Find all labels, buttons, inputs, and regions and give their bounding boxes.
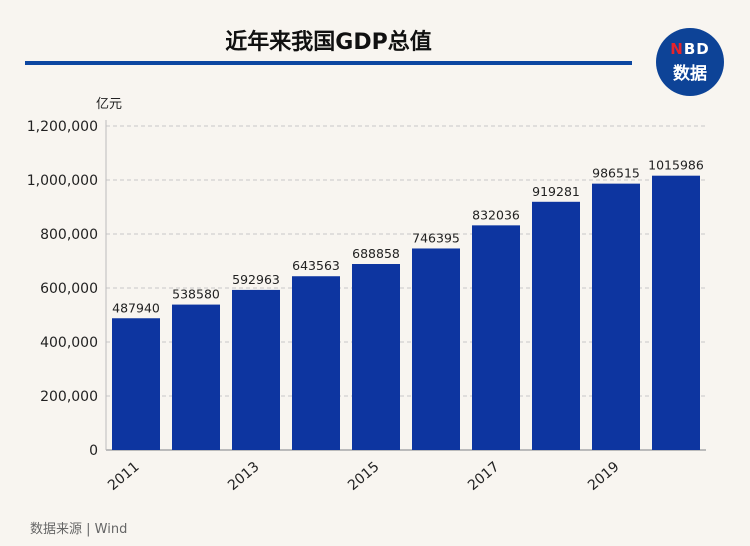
- bar-2019: [592, 183, 640, 451]
- x-tick-label: 2019: [585, 459, 623, 494]
- bar-2015: [352, 264, 400, 450]
- data-label: 688858: [352, 246, 400, 261]
- y-tick-label: 600,000: [40, 281, 98, 297]
- data-label: 538580: [172, 287, 220, 302]
- data-label: 919281: [532, 184, 580, 199]
- data-source: 数据来源 | Wind: [30, 522, 128, 537]
- title-underline: [25, 61, 632, 65]
- y-tick-label: 1,200,000: [27, 119, 98, 135]
- x-tick-label: 2013: [225, 459, 263, 494]
- x-tick-label: 2011: [105, 459, 143, 494]
- y-tick-label: 800,000: [40, 227, 98, 243]
- x-tick-label: 2017: [465, 459, 503, 494]
- y-tick-label: 400,000: [40, 335, 98, 351]
- data-label: 746395: [412, 230, 460, 245]
- y-axis-unit: 亿元: [96, 97, 123, 112]
- x-tick-label: 2015: [345, 459, 383, 494]
- data-label: 487940: [112, 300, 160, 315]
- data-label: 1015986: [648, 158, 704, 173]
- bar-2011: [112, 318, 160, 450]
- nbd-logo: NBD 数据: [656, 28, 724, 96]
- bar-2013: [232, 289, 280, 450]
- y-tick-label: 0: [89, 443, 98, 459]
- bar-2018: [532, 201, 580, 450]
- bar-2012: [172, 304, 220, 450]
- bar-2020: [652, 175, 700, 450]
- data-label: 643563: [292, 258, 340, 273]
- y-tick-label: 200,000: [40, 389, 98, 405]
- bar-2014: [292, 276, 340, 450]
- bar-2016: [412, 248, 460, 450]
- data-label: 986515: [592, 166, 640, 181]
- data-label: 832036: [472, 207, 520, 222]
- chart-title: 近年来我国GDP总值: [225, 30, 432, 55]
- bar-2017: [472, 225, 520, 450]
- data-label: 592963: [232, 272, 280, 287]
- y-tick-label: 1,000,000: [27, 173, 98, 189]
